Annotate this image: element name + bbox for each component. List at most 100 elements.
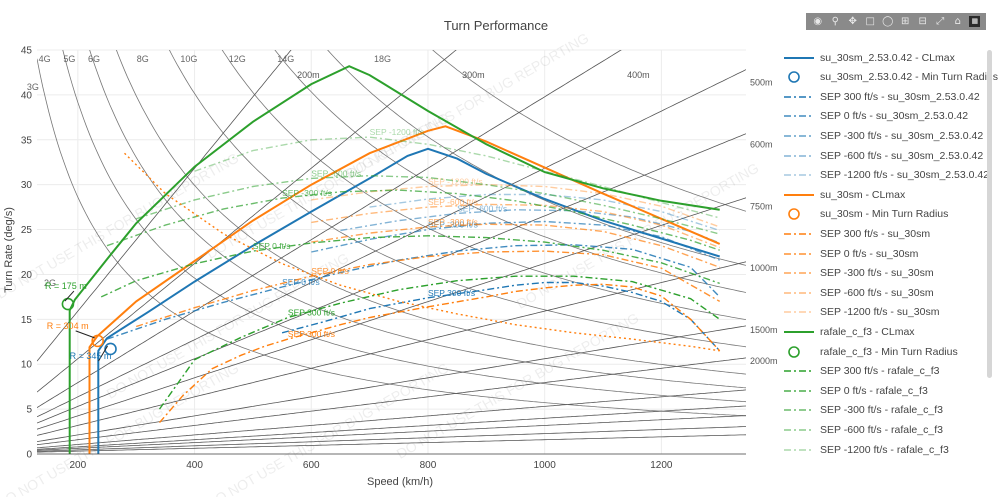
g-load-label: 4G <box>39 54 51 64</box>
series-line[interactable] <box>97 147 720 454</box>
turn-radius-label: 600m <box>750 139 773 149</box>
series-line[interactable] <box>88 125 721 454</box>
y-tick-label: 35 <box>21 135 33 146</box>
legend-label: SEP -600 ft/s - rafale_c_f3 <box>820 423 943 436</box>
legend-line-swatch <box>784 193 814 196</box>
series-line[interactable] <box>311 203 720 249</box>
sep-inline-label: SEP -300 ft/s <box>428 217 478 227</box>
turn-radius-line <box>37 357 746 446</box>
legend-item[interactable]: su_30sm_2.53.0.42 - CLmax <box>784 48 955 67</box>
axes: 200 400 600 800 1000 1200 0 5 10 15 20 25 30 35 40 45 <box>21 46 746 471</box>
legend-item[interactable]: rafale_c_f3 - Min Turn Radius <box>784 342 958 361</box>
camera-icon[interactable]: ◉ <box>813 15 823 27</box>
min-radius-marker[interactable] <box>91 334 104 348</box>
sep-inline-label: SEP -1200 ft/s <box>370 127 425 137</box>
x-tick-label: 400 <box>186 460 203 471</box>
sep-inline-label: SEP 300 ft/s <box>288 329 335 339</box>
g-load-label: 8G <box>137 54 149 64</box>
legend-item[interactable]: SEP -300 ft/s - su_30sm_2.53.0.42 <box>784 126 983 145</box>
series-line[interactable] <box>340 209 720 244</box>
series-line[interactable] <box>106 189 720 251</box>
sep-inline-label: SEP -600 ft/s <box>428 197 478 207</box>
lasso-select-icon[interactable]: ◯ <box>882 15 894 27</box>
autoscale-icon[interactable]: ⤢ <box>936 15 945 27</box>
legend-item[interactable]: su_30sm - Min Turn Radius <box>784 205 948 224</box>
legend-item[interactable]: SEP -1200 ft/s - rafale_c_f3 <box>784 440 949 459</box>
series-line[interactable] <box>311 183 720 228</box>
y-tick-label: 45 <box>21 46 33 57</box>
legend-item[interactable]: SEP -300 ft/s - rafale_c_f3 <box>784 401 943 420</box>
min-radius-marker[interactable] <box>61 297 75 311</box>
series-line[interactable] <box>124 152 720 352</box>
legend-item[interactable]: su_30sm_2.53.0.42 - Min Turn Radius <box>784 68 998 87</box>
legend-item[interactable]: SEP 300 ft/s - su_30sm <box>784 224 930 243</box>
series-line[interactable] <box>68 65 720 454</box>
legend-item[interactable]: SEP 0 ft/s - su_30sm_2.53.0.42 <box>784 107 968 126</box>
legend-item[interactable]: SEP 300 ft/s - rafale_c_f3 <box>784 362 939 381</box>
zoom-out-icon[interactable]: ⊟ <box>918 15 927 27</box>
plot-modebar: ◉ ⚲ ✥ □ ◯ ⊞ ⊟ ⤢ ⌂ ▦ <box>806 13 986 30</box>
legend-label: SEP 300 ft/s - rafale_c_f3 <box>820 365 940 378</box>
series-line[interactable] <box>106 244 721 340</box>
g-load-label: 2G <box>44 278 56 288</box>
sep-inline-label: SEP -600 ft/s <box>311 168 361 178</box>
legend-item[interactable]: SEP 0 ft/s - rafale_c_f3 <box>784 381 928 400</box>
reference-line-labels: 3G 4G 5G 6G 8G 10G 12G 14G 18G 2G 200m 300m 400m 500m… <box>27 54 778 366</box>
series-line[interactable] <box>100 235 720 298</box>
sep-inline-label: SEP 0 ft/s <box>253 241 291 251</box>
box-select-icon[interactable]: □ <box>865 15 875 27</box>
series-line[interactable] <box>369 193 720 232</box>
gridlines <box>37 49 746 455</box>
g-load-line <box>432 50 746 212</box>
legend-line-swatch <box>784 370 814 372</box>
g-load-line <box>168 50 746 348</box>
turn-radius-label: 1500m <box>750 325 778 335</box>
legend-item[interactable]: SEP -600 ft/s - rafale_c_f3 <box>784 420 943 439</box>
series-line[interactable] <box>311 223 720 268</box>
y-tick-label: 15 <box>21 315 33 326</box>
zoom-icon[interactable]: ⚲ <box>831 15 839 27</box>
legend-line-swatch <box>784 448 814 451</box>
annotation-arrow <box>75 330 95 339</box>
legend-item[interactable]: SEP -300 ft/s - su_30sm <box>784 264 934 283</box>
legend-label: su_30sm_2.53.0.42 - Min Turn Radius <box>820 71 999 84</box>
g-load-line <box>327 50 746 266</box>
series-line[interactable] <box>281 281 721 352</box>
legend-item[interactable]: SEP -600 ft/s - su_30sm <box>784 283 934 302</box>
legend-item[interactable]: su_30sm - CLmax <box>784 185 905 204</box>
turn-radius-line <box>37 325 746 442</box>
legend-label: SEP -600 ft/s - su_30sm <box>820 286 934 299</box>
legend-label: SEP -300 ft/s - rafale_c_f3 <box>820 404 943 417</box>
series-line[interactable] <box>135 174 720 235</box>
series-line[interactable] <box>158 275 721 410</box>
legend-label: rafale_c_f3 - Min Turn Radius <box>820 345 958 358</box>
plotly-logo-icon[interactable]: ▦ <box>969 16 981 27</box>
legend-item[interactable]: SEP 0 ft/s - su_30sm <box>784 244 918 263</box>
data-series: SEP 300 ft/s SEP 0 ft/s SEP -300 ft/s SEP -… <box>68 65 721 454</box>
legend-item[interactable]: SEP -600 ft/s - su_30sm_2.53.0.42 <box>784 146 983 165</box>
y-tick-label: 30 <box>21 180 33 191</box>
y-tick-label: 40 <box>21 90 33 101</box>
g-load-line <box>274 50 746 293</box>
series-line[interactable] <box>135 250 721 328</box>
legend-line-swatch <box>784 135 814 137</box>
legend-item[interactable]: SEP -1200 ft/s - su_30sm_2.53.0.42 <box>784 166 989 185</box>
legend-item[interactable]: SEP -1200 ft/s - su_30sm <box>784 303 939 322</box>
series-line[interactable] <box>158 283 721 424</box>
legend-scrollbar[interactable] <box>987 50 992 378</box>
sep-inline-label: SEP -600 ft/s <box>457 203 507 213</box>
legend-item[interactable]: rafale_c_f3 - CLmax <box>784 322 915 341</box>
y-tick-label: 0 <box>26 450 32 461</box>
series-line[interactable] <box>194 136 720 219</box>
pan-icon[interactable]: ✥ <box>848 15 857 27</box>
zoom-in-icon[interactable]: ⊞ <box>901 15 910 27</box>
legend-item[interactable]: SEP 300 ft/s - su_30sm_2.53.0.42 <box>784 87 980 106</box>
g-load-line <box>37 58 746 417</box>
min-radius-marker[interactable] <box>104 342 117 356</box>
turn-radius-label: 2000m <box>750 356 778 366</box>
legend-line-swatch <box>784 311 814 314</box>
legend-label: rafale_c_f3 - CLmax <box>820 325 915 338</box>
series-line[interactable] <box>311 220 720 261</box>
reset-axes-icon[interactable]: ⌂ <box>954 15 961 27</box>
